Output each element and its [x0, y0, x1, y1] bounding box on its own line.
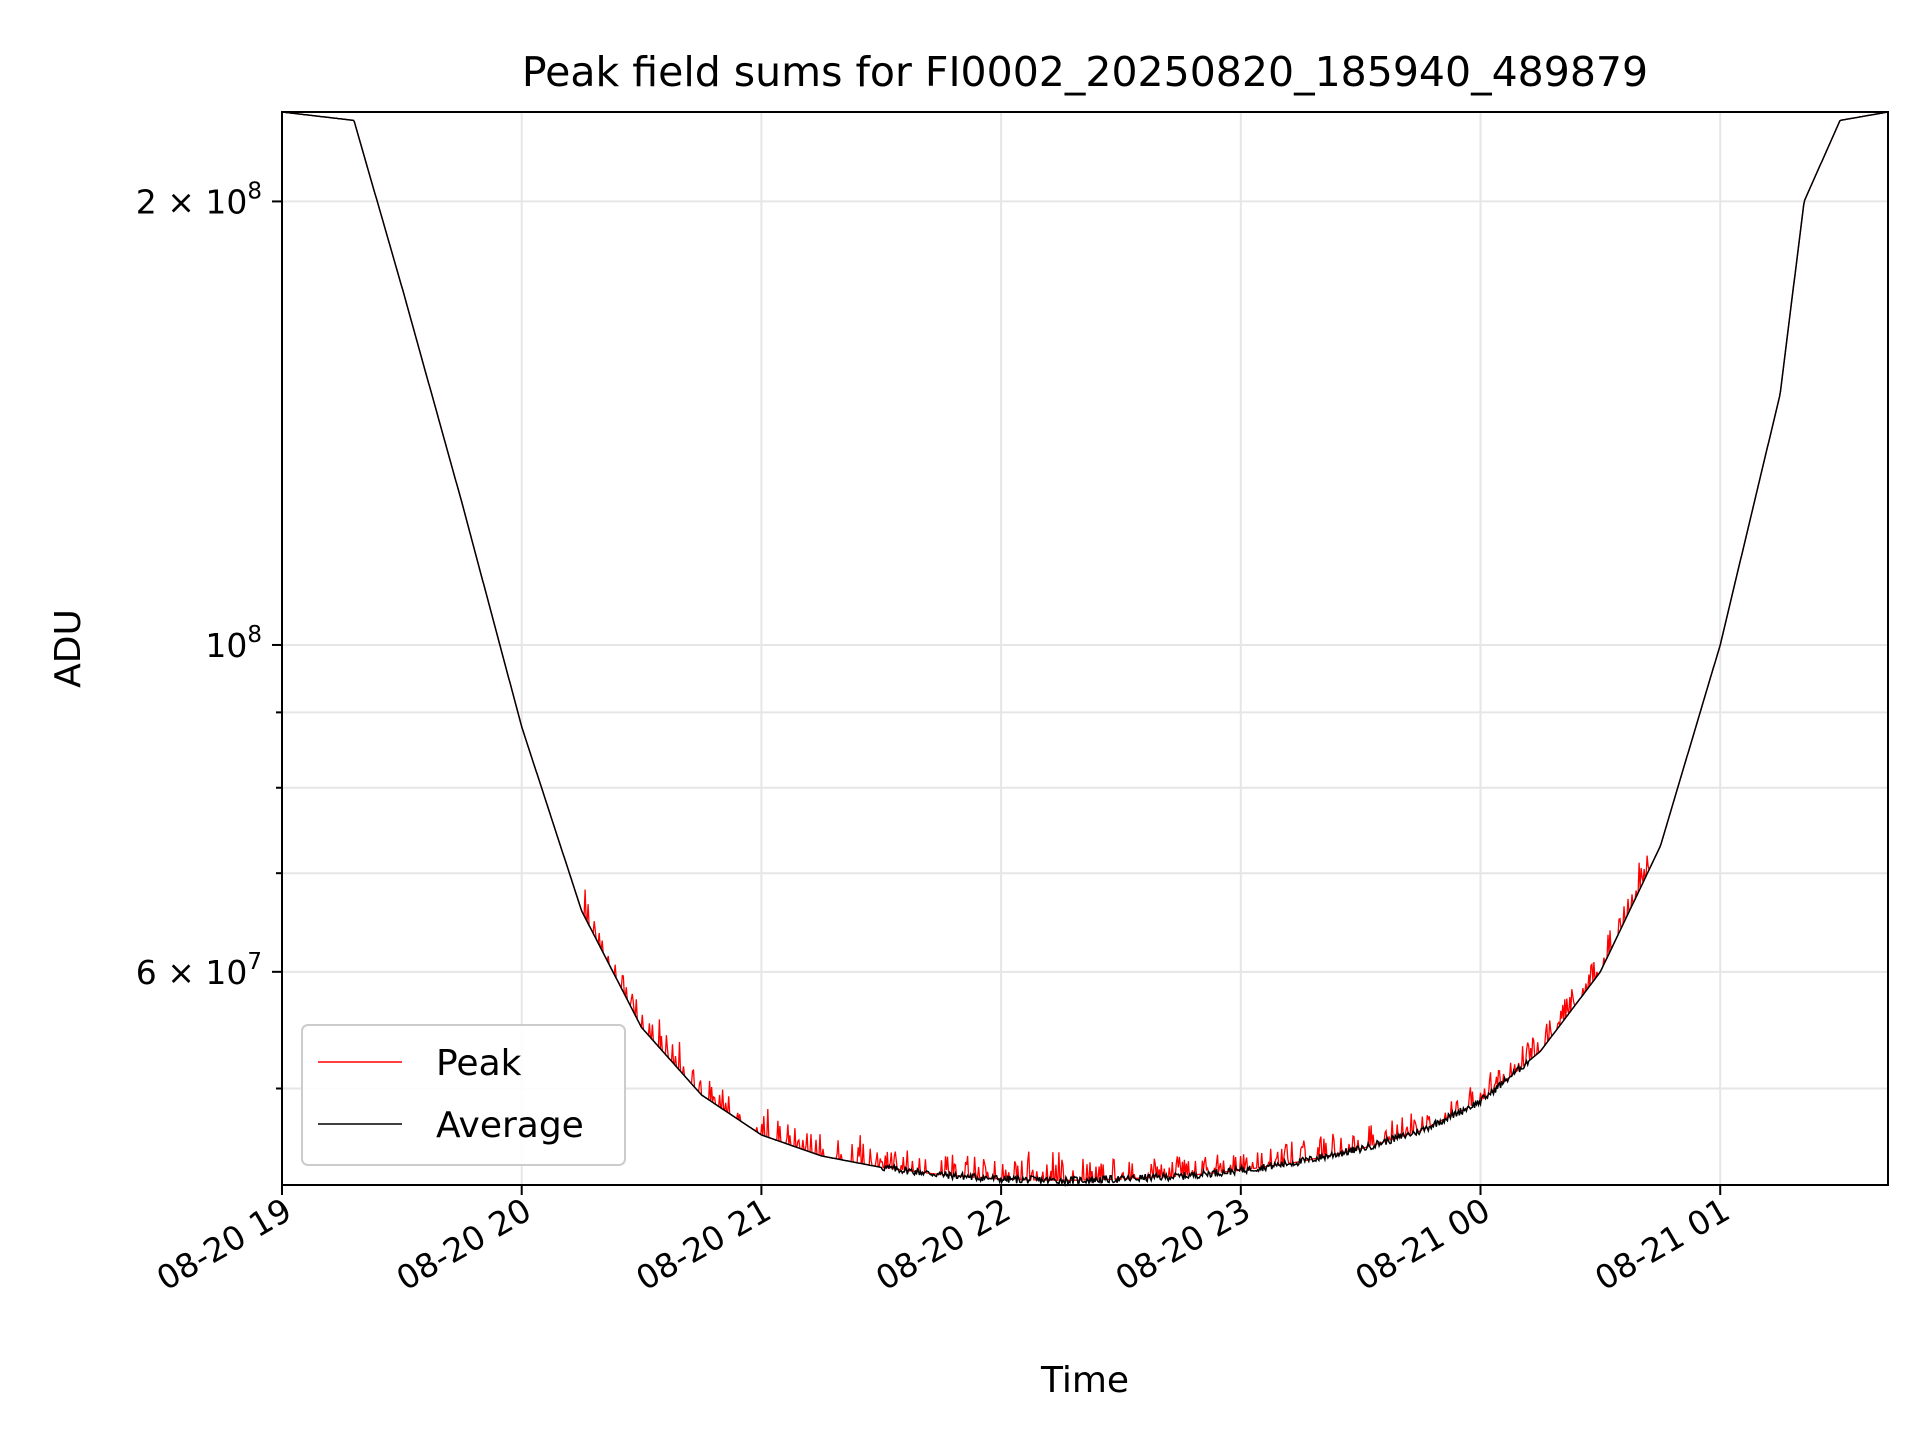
y-tick-label: 108 — [205, 622, 262, 665]
plot-frame — [281, 111, 1889, 1186]
y-axis-label: ADU — [48, 609, 89, 688]
legend-peak-label: Peak — [436, 1043, 522, 1084]
x-tick-label: 08-21 00 — [1349, 1190, 1497, 1298]
chart-title: Peak field sums for FI0002_20250820_1859… — [522, 48, 1648, 96]
x-axis-label: Time — [1040, 1360, 1129, 1401]
average-series-line — [281, 111, 1889, 1188]
peak-series-line — [281, 111, 1889, 1182]
y-tick-label: 2 × 108 — [136, 178, 262, 221]
legend-box — [301, 1024, 626, 1166]
x-tick-label: 08-21 01 — [1588, 1190, 1736, 1298]
x-tick-label: 08-20 20 — [390, 1190, 538, 1298]
legend-average-label: Average — [436, 1105, 584, 1146]
x-tick-label: 08-20 19 — [150, 1190, 298, 1298]
x-tick-label: 08-20 21 — [629, 1190, 777, 1298]
y-tick-label: 6 × 107 — [136, 949, 262, 992]
series-layer — [281, 111, 1889, 1188]
x-tick-label: 08-20 22 — [869, 1190, 1017, 1298]
legend: Peak Average — [301, 1024, 626, 1166]
x-tick-label: 08-20 23 — [1109, 1190, 1257, 1298]
